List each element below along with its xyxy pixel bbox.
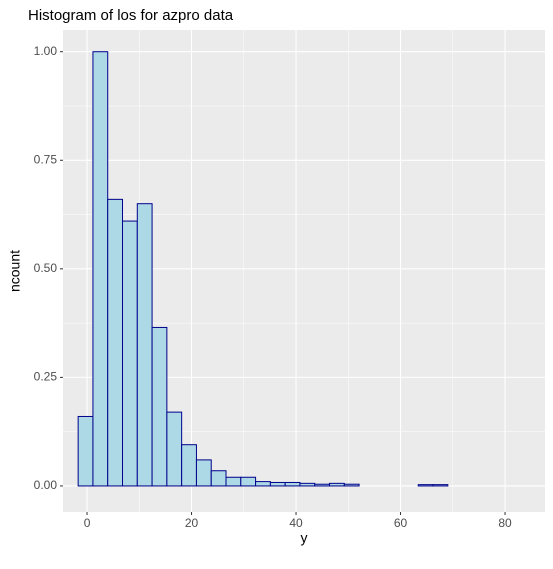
bar: [195, 459, 212, 487]
bar: [299, 482, 316, 487]
bar: [255, 481, 271, 487]
bars: [77, 51, 449, 487]
bar: [284, 481, 301, 487]
bar: [151, 326, 168, 487]
x-tick-label: 80: [498, 516, 512, 530]
y-axis-label: ncount: [7, 250, 23, 292]
bar: [210, 470, 227, 487]
y-tick-label: 1.00: [34, 44, 58, 58]
bar: [240, 476, 257, 487]
y-tick-label: 0.25: [34, 370, 58, 384]
y-tick-label: 0.00: [34, 478, 58, 492]
bar: [432, 484, 449, 487]
bar: [343, 483, 360, 487]
bar: [122, 220, 138, 487]
bar: [417, 484, 434, 487]
chart-title: Histogram of los for azpro data: [28, 7, 234, 24]
bar: [92, 51, 109, 487]
y-tick-label: 0.50: [34, 261, 58, 275]
bar: [77, 415, 94, 487]
bar: [314, 483, 331, 487]
x-tick-label: 40: [289, 516, 303, 530]
x-tick-label: 20: [185, 516, 199, 530]
bar: [225, 476, 242, 487]
bar: [269, 481, 286, 487]
bar: [181, 444, 197, 487]
bar: [136, 203, 153, 487]
y-tick-label: 0.75: [34, 152, 58, 166]
bar: [329, 482, 345, 487]
x-tick-label: 0: [84, 516, 91, 530]
bar: [166, 411, 183, 487]
bar: [107, 198, 124, 487]
x-tick-label: 60: [394, 516, 408, 530]
x-axis-label: y: [301, 530, 308, 546]
